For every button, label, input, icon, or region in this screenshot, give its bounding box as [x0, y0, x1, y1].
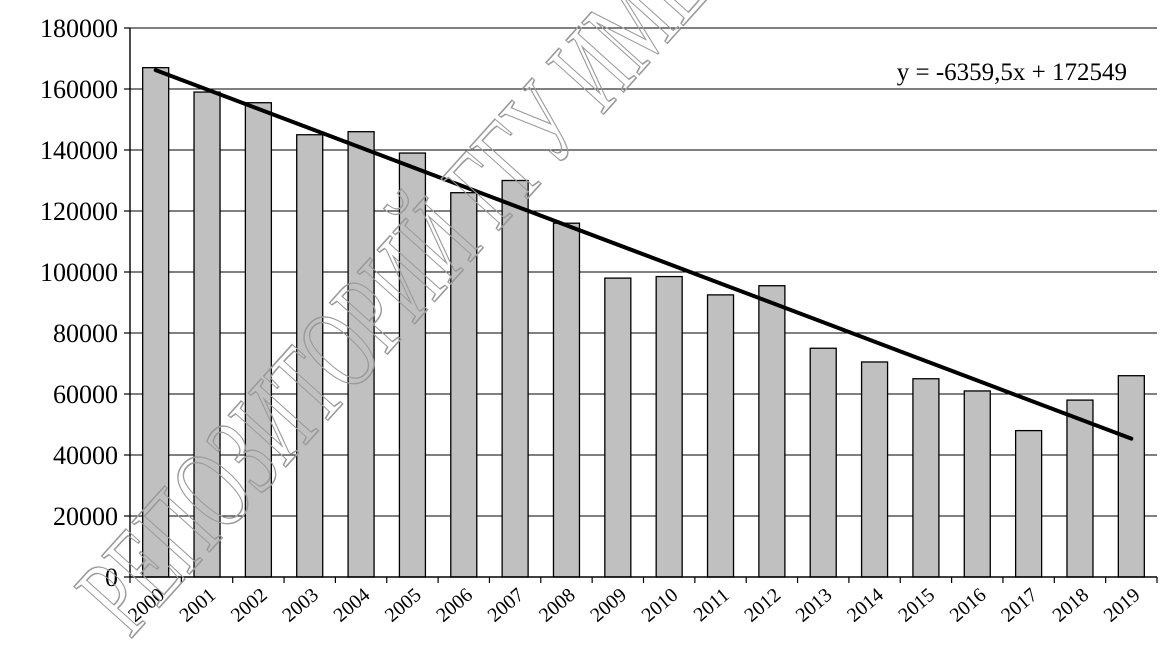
x-tick-label: 2004 — [330, 584, 375, 627]
bar-2012 — [758, 285, 786, 578]
bar-2019 — [1117, 375, 1145, 578]
y-tick-label: 0 — [105, 563, 118, 592]
bar-2014 — [860, 361, 889, 578]
bars — [142, 67, 1145, 578]
trendline — [153, 68, 1134, 441]
trendline-equation: y = -6359,5x + 172549 — [897, 59, 1127, 86]
x-tick-label: 2017 — [997, 584, 1042, 627]
x-tick-label: 2012 — [740, 584, 785, 627]
bar-2018 — [1066, 399, 1094, 578]
x-tick-label: 2010 — [638, 584, 683, 627]
y-tick-labels: 0 20000 40000 60000 80000 100000 120000 140000 1… — [40, 14, 118, 592]
x-tick-label: 2019 — [1100, 584, 1145, 627]
x-tick-label: 2014 — [843, 584, 888, 627]
bar-2017 — [1014, 429, 1043, 578]
y-tick-label: 160000 — [40, 75, 118, 104]
y-tick-label: 120000 — [40, 197, 118, 226]
axes — [124, 27, 1158, 583]
x-tick-label: 2013 — [792, 584, 837, 627]
bar-2015 — [912, 378, 940, 578]
y-tick-label: 20000 — [53, 502, 118, 531]
x-tick-labels: 2000 2001 2002 2003 2004 2005 2006 2007 2008 2009… — [124, 584, 1144, 627]
y-tick-label: 40000 — [53, 441, 118, 470]
x-tick-label: 2016 — [946, 584, 991, 627]
x-tick-label: 2007 — [484, 584, 529, 627]
x-tick-label: 2006 — [432, 584, 477, 627]
x-tick-label: 2011 — [690, 584, 734, 626]
bar-2009 — [604, 277, 632, 578]
x-tick-label: 2005 — [381, 584, 426, 627]
x-tick-label: 2009 — [586, 584, 631, 627]
y-tick-label: 80000 — [53, 319, 118, 348]
y-tick-label: 140000 — [40, 136, 118, 165]
bar-2010 — [655, 275, 683, 578]
y-tick-label: 60000 — [53, 380, 118, 409]
y-tick-label: 180000 — [40, 14, 118, 43]
x-tick-label: 2002 — [227, 584, 272, 627]
bar-2008 — [552, 222, 581, 578]
x-tick-label: 2003 — [278, 584, 323, 627]
x-tick-label: 2015 — [894, 584, 939, 627]
bar-2013 — [809, 347, 837, 578]
x-tick-label: 2008 — [535, 584, 580, 627]
bar-2000 — [142, 67, 170, 578]
x-tick-label: 2018 — [1048, 584, 1093, 627]
bar-2006 — [450, 192, 478, 578]
bar-2016 — [963, 390, 991, 578]
trendline-group — [153, 68, 1134, 441]
y-tick-label: 100000 — [40, 258, 118, 287]
bar-2007 — [501, 179, 529, 578]
bar-2011 — [706, 294, 735, 578]
